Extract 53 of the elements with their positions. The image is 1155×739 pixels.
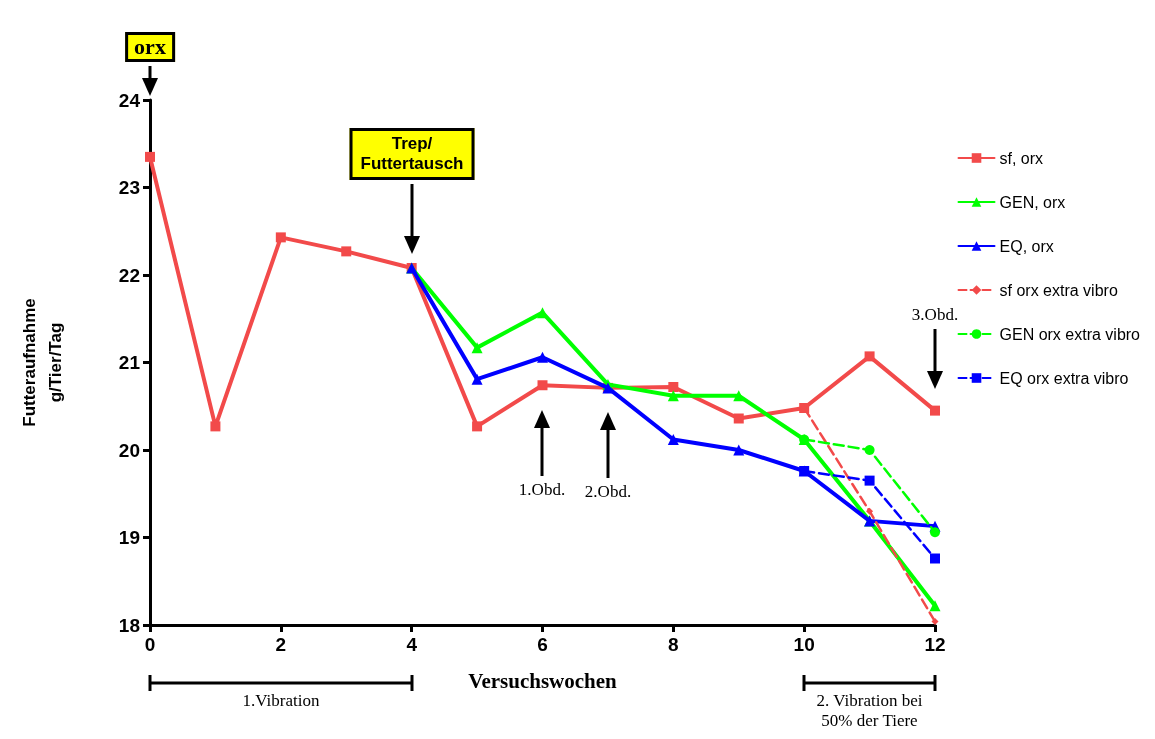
point bbox=[667, 390, 679, 402]
y-tick-label: 23 bbox=[118, 177, 140, 198]
y-tick-label: 19 bbox=[118, 527, 140, 548]
text: 1.Vibration bbox=[242, 691, 320, 711]
point bbox=[537, 351, 548, 363]
x-tick-label: 12 bbox=[924, 634, 946, 655]
legend-label: GEN, orx bbox=[999, 193, 1066, 211]
point bbox=[145, 151, 155, 162]
annotation: 3.Obd. bbox=[911, 305, 959, 325]
point bbox=[537, 380, 548, 391]
point bbox=[866, 507, 874, 515]
point bbox=[733, 444, 745, 456]
y-tick-label: 24 bbox=[118, 89, 141, 111]
y-tick-label: 21 bbox=[118, 352, 141, 373]
annotation: 2.Obd. bbox=[584, 482, 632, 502]
point bbox=[471, 373, 483, 385]
point bbox=[210, 421, 221, 432]
y-tick-label: 20 bbox=[118, 439, 140, 461]
y-tick-label: 18 bbox=[118, 614, 140, 636]
point bbox=[275, 232, 286, 243]
point bbox=[930, 527, 940, 538]
y-axis-title: Futteraufnahme g/Tier/Tag bbox=[19, 298, 65, 427]
point bbox=[864, 351, 875, 362]
text: orx bbox=[125, 32, 175, 62]
x-tick-label: 8 bbox=[668, 634, 679, 655]
point bbox=[864, 445, 875, 455]
point bbox=[472, 421, 483, 432]
legend-label: EQ, orx bbox=[999, 237, 1054, 255]
point bbox=[733, 390, 745, 402]
legend-label: EQ orx extra vibro bbox=[999, 369, 1129, 387]
y-tick-label: 22 bbox=[118, 264, 140, 286]
point bbox=[667, 434, 679, 445]
x-tick-label: 0 bbox=[144, 634, 156, 655]
point bbox=[341, 246, 352, 257]
point bbox=[930, 405, 940, 416]
point bbox=[929, 600, 941, 612]
point bbox=[864, 475, 875, 486]
text: 2. Vibration bei 50% der Tiere bbox=[816, 691, 923, 731]
point bbox=[668, 382, 679, 392]
x-tick-label: 6 bbox=[537, 634, 548, 655]
x-axis-title: Versuchswochen bbox=[468, 668, 618, 693]
point bbox=[733, 413, 744, 424]
point bbox=[471, 342, 483, 354]
x-tick-label: 2 bbox=[275, 634, 287, 655]
annotation: 1.Obd. bbox=[518, 480, 566, 500]
point bbox=[930, 553, 940, 564]
x-tick-label: 4 bbox=[406, 634, 418, 655]
legend-label: sf orx extra vibro bbox=[999, 281, 1118, 299]
point bbox=[931, 618, 939, 625]
annotation: Trep/ Futtertausch bbox=[349, 128, 475, 180]
x-tick-label: 10 bbox=[793, 634, 815, 655]
legend-label: sf, orx bbox=[999, 149, 1044, 167]
legend-label: GEN orx extra vibro bbox=[999, 325, 1141, 343]
